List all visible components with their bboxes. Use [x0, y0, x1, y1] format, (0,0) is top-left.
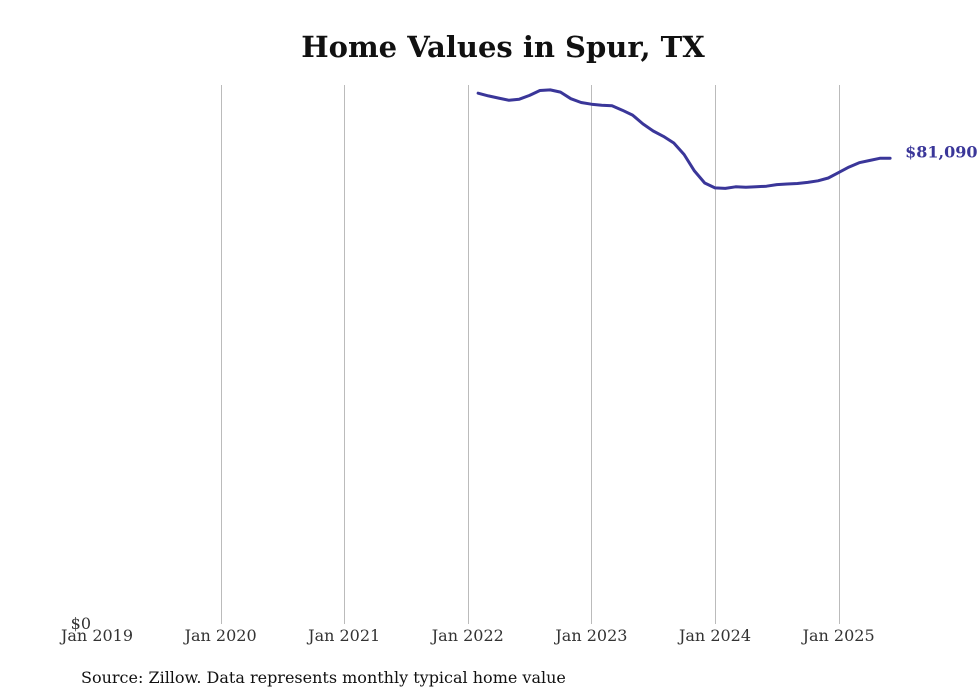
series-line	[476, 88, 892, 190]
x-tick-label: Jan 2022	[430, 626, 504, 645]
tick-labels: Jan 2019 Jan 2020 Jan 2021 Jan 2022 Jan 2023…	[59, 142, 978, 645]
end-value-label: $81,090	[905, 142, 977, 161]
series-lines	[476, 88, 892, 190]
source-note: Source: Zillow. Data represents monthly …	[81, 668, 566, 687]
y-tick-label: $0	[71, 614, 91, 633]
x-tick-label: Jan 2019	[59, 626, 133, 645]
x-tick-label: Jan 2023	[553, 626, 627, 645]
x-tick-label: Jan 2020	[183, 626, 257, 645]
grid-lines	[221, 85, 840, 624]
chart-title: Home Values in Spur, TX	[301, 30, 705, 64]
x-tick-label: Jan 2021	[306, 626, 380, 645]
x-tick-label: Jan 2025	[801, 626, 875, 645]
x-tick-label: Jan 2024	[677, 626, 751, 645]
